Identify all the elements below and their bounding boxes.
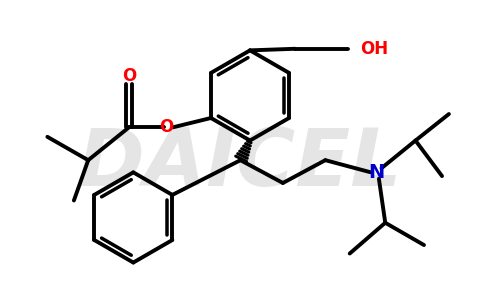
Text: OH: OH <box>360 40 388 58</box>
Text: DAICEL: DAICEL <box>77 125 402 203</box>
Text: N: N <box>368 163 384 182</box>
Text: O: O <box>122 67 136 85</box>
Text: O: O <box>160 118 174 136</box>
